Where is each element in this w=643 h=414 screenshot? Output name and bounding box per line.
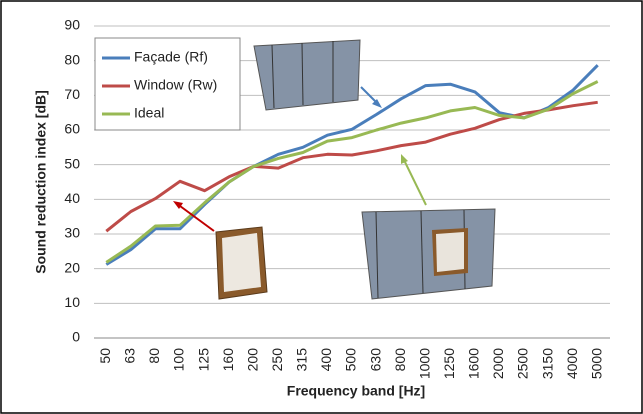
x-tick-label: 160	[220, 348, 236, 372]
x-tick-label: 50	[97, 348, 113, 364]
x-tick-label: 630	[367, 348, 383, 372]
x-tick-label: 125	[195, 348, 211, 372]
x-tick-label: 500	[343, 348, 359, 372]
y-tick-label: 60	[64, 121, 80, 137]
x-tick-label: 1250	[441, 348, 457, 379]
legend: Façade (Rf) Window (Rw) Ideal	[102, 49, 217, 121]
y-tick-label: 20	[64, 259, 80, 275]
wall-illustration	[361, 208, 496, 300]
y-tick-label: 0	[72, 329, 80, 345]
y-tick-label: 30	[64, 225, 80, 241]
x-tick-label: 200	[244, 348, 260, 372]
legend-label: Ideal	[134, 105, 164, 121]
x-tick-label: 100	[171, 348, 187, 372]
arrows	[173, 86, 427, 232]
x-tick-label: 250	[269, 348, 285, 372]
series-group	[105, 64, 599, 266]
series-line	[105, 100, 598, 233]
x-tick-label: 315	[294, 348, 310, 372]
x-tick-label: 1600	[466, 348, 482, 379]
grid: 0 10 20 30 40 50 60 70 80 90 50 63 80 100 125 160 200 250…	[64, 17, 610, 379]
series-line	[105, 80, 599, 264]
y-tick-label: 90	[64, 17, 80, 33]
x-tick-label: 800	[392, 348, 408, 372]
x-tick-label: 63	[122, 348, 138, 364]
y-tick-label: 70	[64, 86, 80, 102]
x-tick-label: 4000	[564, 348, 580, 379]
x-tick-label: 80	[146, 348, 162, 364]
y-tick-label: 80	[64, 51, 80, 67]
x-tick-label: 1000	[416, 348, 432, 379]
y-axis-label: Sound reduction index [dB]	[33, 90, 49, 274]
x-axis-label: Frequency band [Hz]	[287, 383, 425, 399]
x-tick-label: 2000	[490, 348, 506, 379]
x-tick-label: 5000	[588, 348, 604, 379]
y-tick-label: 40	[64, 190, 80, 206]
legend-label: Window (Rw)	[134, 77, 217, 93]
y-tick-label: 50	[64, 155, 80, 171]
y-tick-label: 10	[64, 294, 80, 310]
x-tick-label: 400	[318, 348, 334, 372]
x-tick-label: 2500	[515, 348, 531, 379]
x-tick-label: 3150	[539, 348, 555, 379]
legend-label: Façade (Rf)	[134, 49, 208, 65]
facade-illustration	[253, 39, 361, 111]
window-illustration	[215, 226, 268, 300]
